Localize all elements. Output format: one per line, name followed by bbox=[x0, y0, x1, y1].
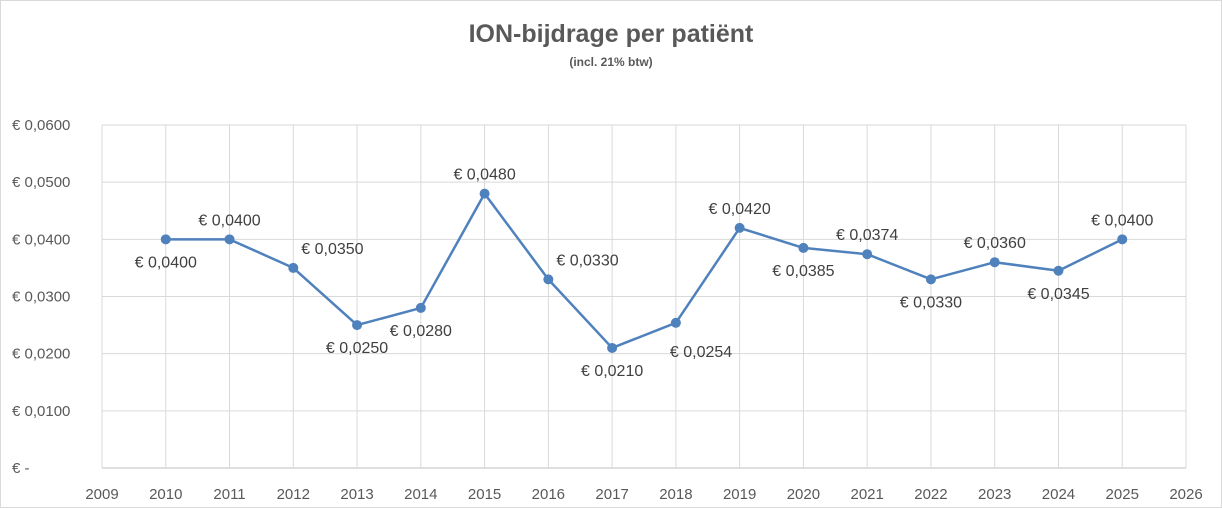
x-tick-label: 2025 bbox=[1106, 486, 1139, 503]
data-label: € 0,0330 bbox=[900, 294, 962, 311]
x-tick-label: 2021 bbox=[850, 486, 883, 503]
y-tick-label: € 0,0400 bbox=[12, 231, 70, 248]
data-label: € 0,0385 bbox=[772, 263, 834, 280]
chart-title: ION-bijdrage per patiënt bbox=[468, 20, 754, 48]
data-point bbox=[1053, 265, 1064, 276]
x-tick-label: 2015 bbox=[468, 486, 501, 503]
series-group bbox=[160, 188, 1128, 353]
y-axis-ticks: € - € 0,0100 € 0,0200 € 0,0300 € 0,0400 € 0,0… bbox=[12, 117, 70, 477]
x-tick-label: 2022 bbox=[914, 486, 947, 503]
x-tick-label: 2011 bbox=[213, 486, 245, 503]
data-label: € 0,0480 bbox=[453, 167, 515, 184]
x-tick-label: 2017 bbox=[595, 486, 628, 503]
x-tick-label: 2026 bbox=[1169, 486, 1202, 503]
series-line bbox=[165, 192, 1123, 350]
data-label: € 0,0420 bbox=[709, 201, 771, 218]
x-tick-label: 2024 bbox=[1042, 486, 1075, 503]
chart-subtitle: (incl. 21% btw) bbox=[569, 55, 653, 69]
data-label: € 0,0345 bbox=[1027, 286, 1089, 303]
x-tick-label: 2014 bbox=[404, 486, 437, 503]
data-point bbox=[224, 234, 235, 245]
data-point bbox=[798, 242, 809, 253]
data-label: € 0,0360 bbox=[964, 235, 1026, 252]
data-label: € 0,0280 bbox=[390, 323, 452, 340]
y-tick-label: € 0,0200 bbox=[12, 346, 70, 363]
data-point bbox=[479, 188, 490, 199]
x-tick-label: 2018 bbox=[659, 486, 692, 503]
data-point bbox=[1117, 234, 1128, 245]
data-label: € 0,0254 bbox=[670, 344, 732, 361]
x-tick-label: 2023 bbox=[978, 486, 1011, 503]
data-label: € 0,0400 bbox=[1091, 212, 1153, 229]
data-point bbox=[543, 274, 554, 285]
x-tick-label: 2013 bbox=[340, 486, 373, 503]
x-tick-label: 2009 bbox=[85, 486, 118, 503]
x-tick-label: 2020 bbox=[787, 486, 820, 503]
data-point bbox=[670, 317, 681, 328]
data-point bbox=[925, 274, 936, 285]
data-label: € 0,0400 bbox=[198, 212, 260, 229]
data-point bbox=[288, 262, 299, 273]
data-label: € 0,0400 bbox=[135, 254, 197, 271]
data-point bbox=[989, 257, 1000, 268]
y-tick-label: € - bbox=[12, 460, 30, 477]
data-labels: € 0,0400 € 0,0400 € 0,0350 € 0,0250€ 0,0280… bbox=[135, 167, 1154, 380]
x-tick-label: 2010 bbox=[149, 486, 182, 503]
y-tick-label: € 0,0100 bbox=[12, 403, 70, 420]
data-label: € 0,0350 bbox=[301, 241, 363, 258]
data-label: € 0,0330 bbox=[556, 252, 618, 269]
data-point bbox=[160, 234, 171, 245]
x-tick-label: 2012 bbox=[277, 486, 310, 503]
data-point bbox=[862, 249, 873, 260]
gridlines bbox=[101, 124, 1187, 469]
data-point bbox=[734, 222, 745, 233]
x-axis-ticks: 2009 2010 2011 2012 2013 2014 2015 2016 2017 2018… bbox=[85, 486, 1202, 503]
y-tick-label: € 0,0500 bbox=[12, 174, 70, 191]
data-label: € 0,0250 bbox=[326, 340, 388, 357]
y-tick-label: € 0,0600 bbox=[12, 117, 70, 134]
data-point bbox=[415, 302, 426, 313]
data-point bbox=[352, 320, 363, 331]
x-tick-label: 2019 bbox=[723, 486, 756, 503]
x-tick-label: 2016 bbox=[532, 486, 565, 503]
data-label: € 0,0210 bbox=[581, 363, 643, 380]
data-point bbox=[607, 342, 618, 353]
y-tick-label: € 0,0300 bbox=[12, 289, 70, 306]
data-label: € 0,0374 bbox=[836, 227, 898, 244]
